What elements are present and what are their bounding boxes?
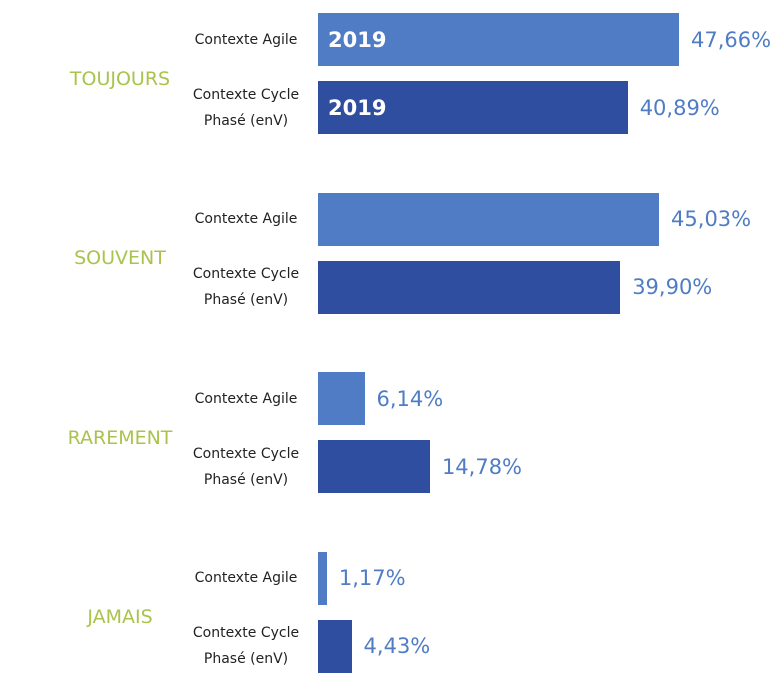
category-label: SOUVENT [74,247,166,269]
series-label: Contexte Cycle Phasé (enV) [192,86,300,129]
series-label: Contexte Agile [194,211,298,227]
value-label: 6,14% [376,386,444,411]
bar [318,551,327,605]
series-label: Contexte Cycle Phasé (enV) [192,445,300,488]
bar [318,260,621,314]
value-label: 40,89% [639,95,720,120]
bar [318,13,679,66]
bar [318,440,430,493]
value-label: 14,78% [441,454,523,479]
value-label: 47,66% [690,27,772,52]
series-label: Contexte Agile [194,390,298,407]
category-label: RAREMENT [67,426,173,449]
category-label: JAMAIS [87,606,153,628]
series-label: Contexte Cycle Phasé (enV) [192,266,300,308]
series-label: Contexte Cycle Phasé (enV) [192,625,300,667]
bar [318,192,660,246]
bar [318,372,365,425]
bar [318,619,352,673]
bar-annotation: 2019 [328,95,387,120]
bar-annotation: 2019 [328,27,387,52]
value-label: 4,43% [363,634,431,658]
bar [318,81,628,134]
value-label: 1,17% [338,566,406,590]
value-label: 45,03% [671,207,752,231]
series-label: Contexte Agile [194,31,298,48]
category-label: TOUJOURS [69,67,171,90]
value-label: 39,90% [632,275,713,299]
series-label: Contexte Agile [194,570,298,586]
